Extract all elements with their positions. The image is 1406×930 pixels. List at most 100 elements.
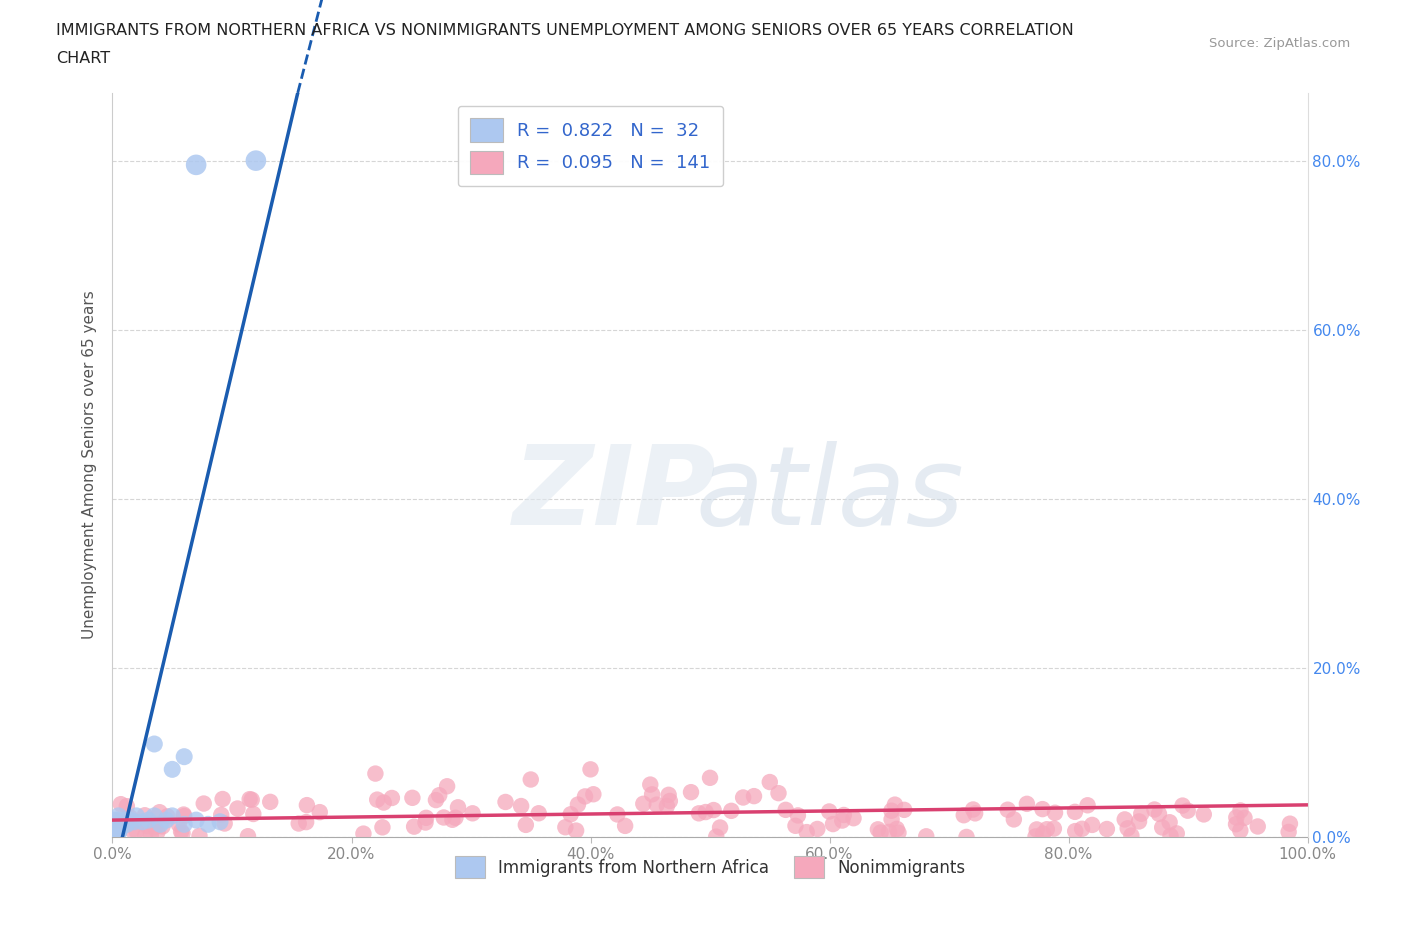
- Point: [866, 822, 889, 837]
- Point: [720, 804, 742, 818]
- Point: [785, 818, 807, 833]
- Point: [1225, 810, 1247, 825]
- Point: [104, 813, 127, 828]
- Point: [415, 810, 437, 825]
- Point: [134, 829, 156, 844]
- Point: [806, 821, 828, 836]
- Point: [510, 799, 533, 814]
- Point: [226, 801, 249, 816]
- Point: [768, 786, 790, 801]
- Point: [155, 813, 177, 828]
- Point: [1036, 822, 1059, 837]
- Point: [1128, 814, 1150, 829]
- Point: [1064, 824, 1087, 839]
- Point: [695, 804, 717, 819]
- Point: [1015, 796, 1038, 811]
- Point: [107, 819, 129, 834]
- Point: [877, 825, 900, 840]
- Point: [688, 806, 710, 821]
- Point: [658, 788, 681, 803]
- Point: [1166, 826, 1188, 841]
- Point: [1002, 812, 1025, 827]
- Point: [1095, 821, 1118, 836]
- Point: [1147, 806, 1170, 821]
- Point: [259, 794, 281, 809]
- Point: [122, 815, 145, 830]
- Point: [831, 813, 853, 828]
- Point: [125, 808, 148, 823]
- Point: [173, 809, 195, 824]
- Point: [520, 772, 543, 787]
- Point: [1077, 798, 1099, 813]
- Point: [149, 817, 172, 831]
- Point: [110, 819, 132, 834]
- Point: [1278, 817, 1301, 831]
- Point: [796, 825, 818, 840]
- Point: [105, 823, 128, 838]
- Point: [1177, 804, 1199, 818]
- Point: [880, 812, 903, 827]
- Point: [1229, 804, 1251, 818]
- Point: [366, 792, 388, 807]
- Point: [404, 819, 426, 834]
- Point: [415, 815, 437, 830]
- Point: [565, 823, 588, 838]
- Point: [214, 817, 236, 831]
- Point: [786, 808, 808, 823]
- Point: [441, 812, 464, 827]
- Point: [574, 789, 596, 804]
- Point: [579, 762, 602, 777]
- Point: [287, 816, 309, 830]
- Point: [105, 813, 128, 828]
- Point: [138, 813, 160, 828]
- Point: [832, 807, 855, 822]
- Point: [1159, 815, 1181, 830]
- Point: [703, 803, 725, 817]
- Point: [103, 817, 125, 831]
- Text: CHART: CHART: [56, 51, 110, 66]
- Point: [131, 815, 153, 830]
- Point: [893, 803, 915, 817]
- Point: [188, 829, 211, 844]
- Point: [162, 762, 183, 777]
- Point: [186, 813, 208, 828]
- Point: [614, 818, 637, 833]
- Point: [1114, 812, 1136, 827]
- Point: [869, 825, 891, 840]
- Point: [103, 825, 125, 840]
- Point: [295, 815, 318, 830]
- Point: [167, 817, 190, 831]
- Point: [887, 825, 910, 840]
- Point: [495, 794, 517, 809]
- Point: [658, 793, 681, 808]
- Point: [120, 813, 142, 828]
- Point: [582, 787, 605, 802]
- Point: [952, 808, 974, 823]
- Point: [107, 814, 129, 829]
- Point: [560, 807, 582, 822]
- Point: [433, 810, 456, 825]
- Point: [352, 826, 374, 841]
- Point: [1152, 820, 1174, 835]
- Point: [425, 792, 447, 807]
- Point: [1225, 817, 1247, 831]
- Point: [1081, 817, 1104, 832]
- Point: [107, 808, 129, 823]
- Point: [242, 806, 264, 821]
- Point: [775, 803, 797, 817]
- Point: [965, 806, 987, 821]
- Point: [172, 826, 194, 841]
- Point: [645, 797, 668, 812]
- Point: [236, 829, 259, 844]
- Text: Source: ZipAtlas.com: Source: ZipAtlas.com: [1209, 37, 1350, 50]
- Point: [209, 815, 232, 830]
- Point: [240, 792, 263, 807]
- Point: [1171, 798, 1194, 813]
- Point: [655, 799, 678, 814]
- Point: [105, 821, 128, 836]
- Point: [461, 806, 484, 821]
- Point: [1043, 821, 1066, 836]
- Point: [640, 777, 662, 792]
- Point: [108, 815, 131, 830]
- Point: [818, 804, 841, 819]
